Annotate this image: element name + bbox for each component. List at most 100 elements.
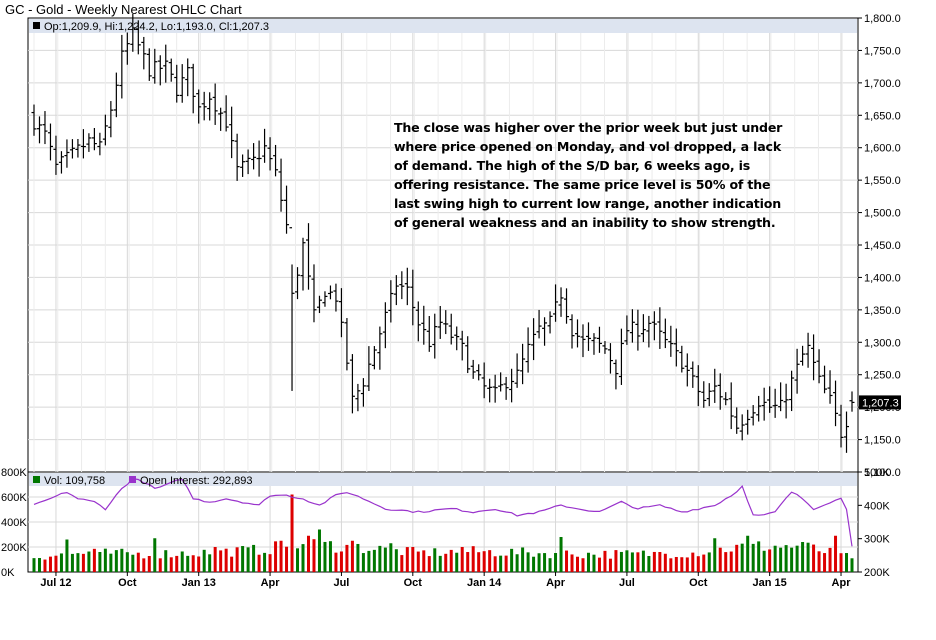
volume-legend-strip xyxy=(29,473,857,486)
volume-bar xyxy=(608,558,612,572)
volume-bar xyxy=(641,550,645,572)
volume-bar xyxy=(147,556,151,572)
x-tick-label: Jul xyxy=(619,577,635,589)
volume-bar xyxy=(296,548,300,572)
volume-bar xyxy=(817,551,821,572)
volume-bar xyxy=(592,554,596,572)
volume-bar xyxy=(257,554,261,572)
x-tick-label: Oct xyxy=(404,577,423,589)
volume-bar xyxy=(290,494,294,572)
oi-legend-label: Open Interest: 292,893 xyxy=(140,475,253,487)
price-tick-label: 1,100.0 xyxy=(864,467,901,479)
volume-bar xyxy=(625,550,629,572)
volume-bar xyxy=(647,556,651,572)
volume-bar xyxy=(845,553,849,572)
volume-bar xyxy=(521,547,525,572)
volume-bar xyxy=(696,556,700,572)
volume-bar xyxy=(268,554,272,572)
x-tick-label: Oct xyxy=(689,577,708,589)
volume-bar xyxy=(510,548,514,572)
vol-legend-swatch xyxy=(33,476,40,483)
price-tick-label: 1,500.0 xyxy=(864,208,901,220)
volume-bar xyxy=(597,557,601,572)
volume-bar xyxy=(306,535,310,572)
oi-tick-label: 500K xyxy=(864,467,890,479)
volume-bar xyxy=(674,556,678,572)
volume-bar xyxy=(795,545,799,572)
price-tick-label: 1,400.0 xyxy=(864,272,901,284)
price-tick-label: 1,550.0 xyxy=(864,175,901,187)
volume-bar xyxy=(652,551,656,572)
volume-bar xyxy=(762,550,766,572)
volume-bar xyxy=(718,547,722,572)
volume-bar xyxy=(70,553,74,572)
volume-bar xyxy=(576,556,580,572)
volume-bar xyxy=(224,548,228,572)
volume-bar xyxy=(142,558,146,572)
volume-bar xyxy=(801,542,805,572)
volume-bar xyxy=(197,556,201,572)
volume-bar xyxy=(422,550,426,572)
volume-bar xyxy=(586,552,590,572)
volume-bar xyxy=(663,553,667,572)
volume-bar xyxy=(241,546,245,572)
volume-bar xyxy=(619,551,623,572)
volume-bar xyxy=(416,551,420,572)
annotation-line: where price opened on Monday, and vol dr… xyxy=(394,139,782,154)
volume-bar xyxy=(394,549,398,572)
oi-tick-label: 400K xyxy=(864,500,890,512)
volume-bar xyxy=(526,552,530,572)
volume-bar xyxy=(449,549,453,572)
volume-bar xyxy=(81,553,85,572)
volume-bar xyxy=(219,550,223,572)
annotation-line: last swing high to current low range, an… xyxy=(394,196,781,211)
annotation-line: of general weakness and an inability to … xyxy=(394,215,776,230)
x-tick-label: Apr xyxy=(832,577,852,589)
volume-bar xyxy=(125,552,129,572)
volume-bar xyxy=(499,555,503,572)
volume-bar xyxy=(76,553,80,572)
volume-bar xyxy=(263,552,267,572)
oi-legend-swatch xyxy=(129,476,136,483)
volume-bar xyxy=(488,550,492,572)
volume-bar xyxy=(707,552,711,572)
volume-bar xyxy=(131,554,135,572)
volume-bar xyxy=(724,552,728,572)
volume-bar xyxy=(543,553,547,572)
volume-bar xyxy=(43,559,47,572)
volume-bar xyxy=(120,548,124,572)
volume-bar xyxy=(548,558,552,572)
volume-bar xyxy=(246,547,250,572)
volume-bar xyxy=(444,553,448,572)
volume-bar xyxy=(515,554,519,572)
open-interest-line xyxy=(33,477,853,547)
volume-bar xyxy=(356,543,360,572)
annotation-line: of demand. The high of the S/D bar, 6 we… xyxy=(394,158,751,173)
volume-bar xyxy=(669,558,673,572)
price-tick-label: 1,800.0 xyxy=(864,13,901,25)
volume-bar xyxy=(740,543,744,572)
volume-bar xyxy=(466,552,470,572)
volume-bar xyxy=(252,544,256,572)
volume-bar xyxy=(713,538,717,572)
volume-bar xyxy=(630,552,634,572)
volume-bar xyxy=(823,553,827,572)
volume-bar xyxy=(92,548,96,572)
volume-bar xyxy=(735,544,739,572)
volume-bar xyxy=(691,552,695,572)
volume-bar xyxy=(279,540,283,572)
price-tick-label: 1,700.0 xyxy=(864,78,901,90)
volume-bar xyxy=(427,556,431,572)
price-tick-label: 1,450.0 xyxy=(864,240,901,252)
volume-bar xyxy=(636,552,640,572)
volume-bar xyxy=(784,545,788,572)
volume-bar xyxy=(350,540,354,572)
volume-bar xyxy=(32,558,36,572)
volume-bar xyxy=(103,548,107,572)
volume-tick-label: 200K xyxy=(1,542,27,554)
volume-bar xyxy=(317,529,321,572)
volume-bar xyxy=(285,546,289,572)
volume-bar xyxy=(570,554,574,572)
volume-bar xyxy=(658,552,662,572)
annotation-line: The close was higher over the prior week… xyxy=(394,120,783,135)
